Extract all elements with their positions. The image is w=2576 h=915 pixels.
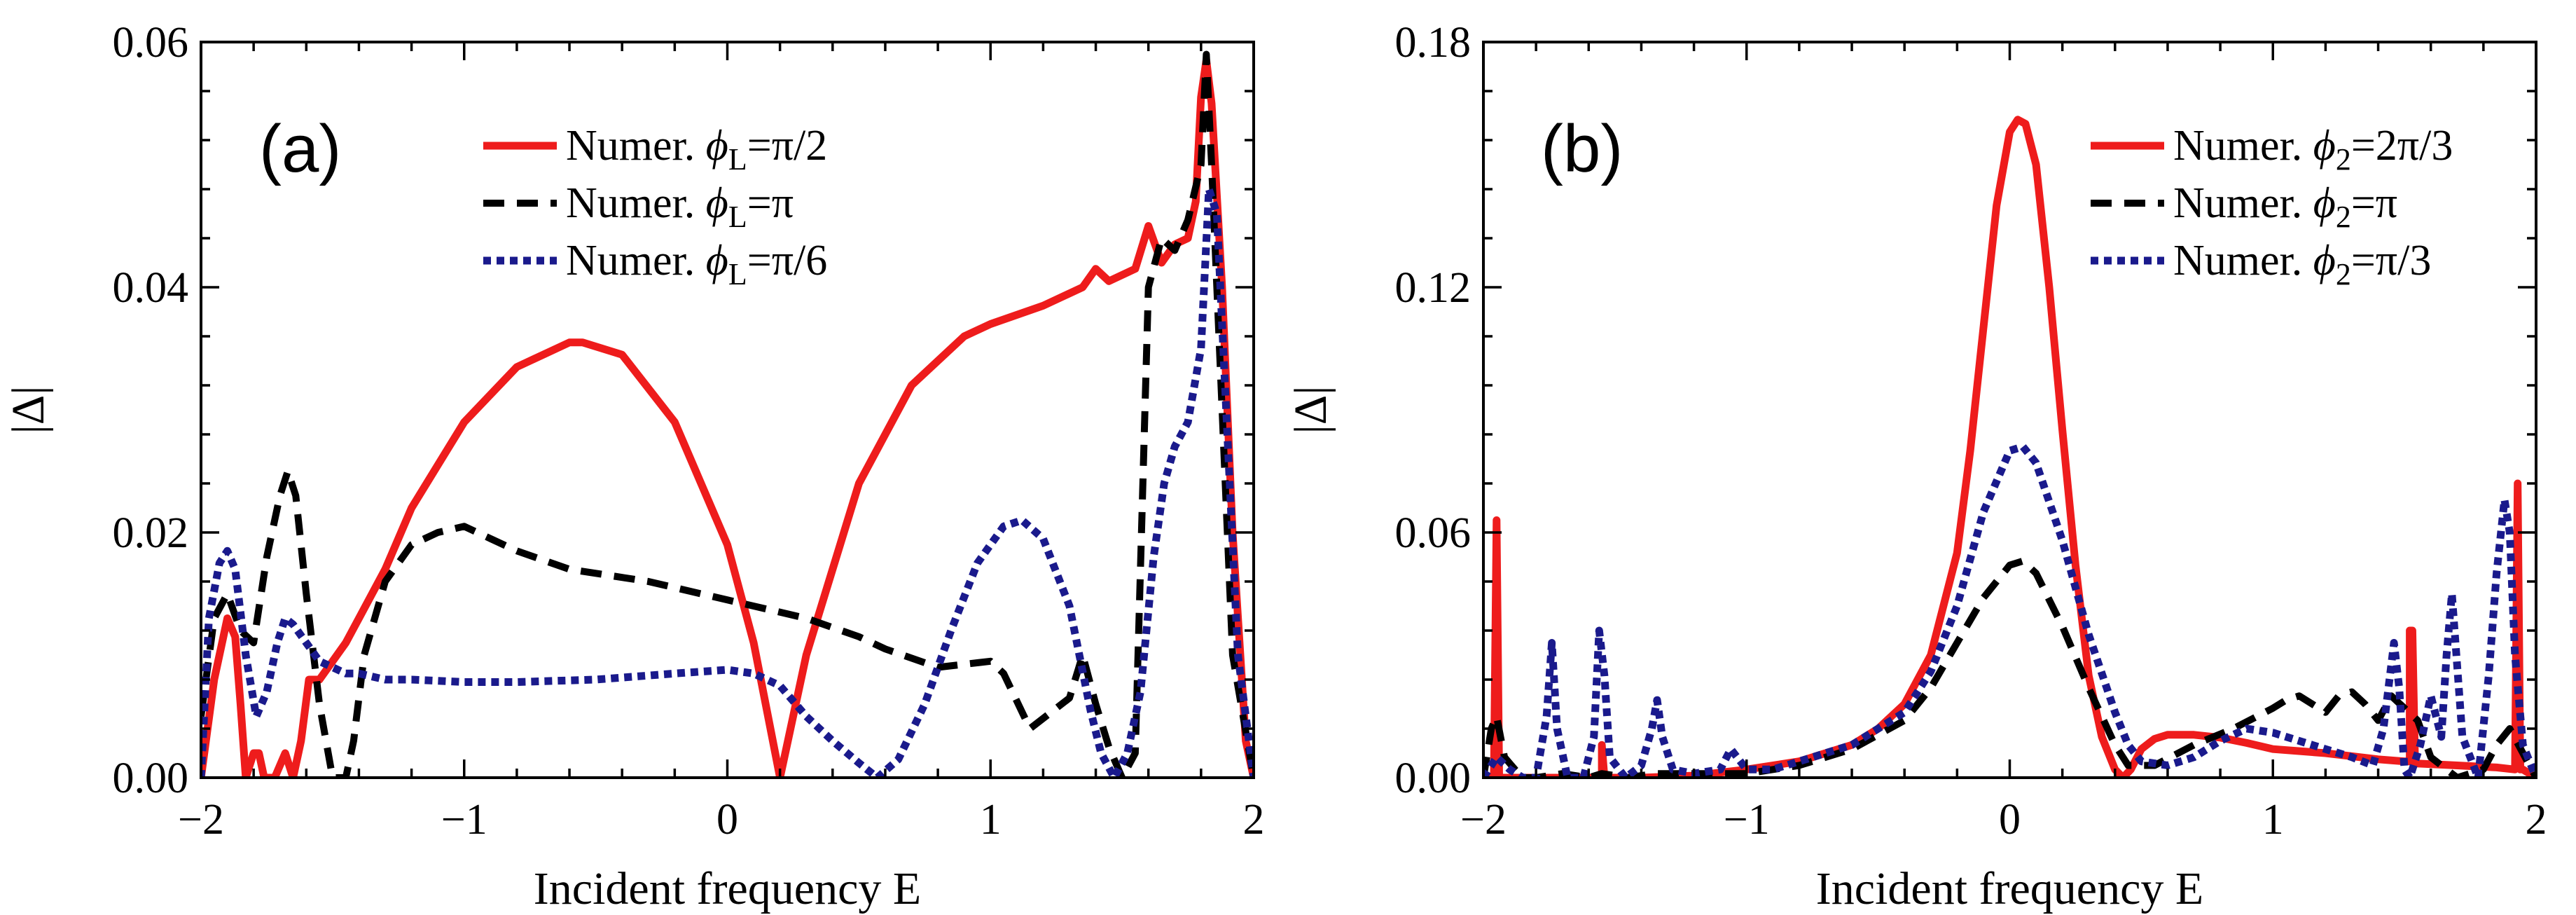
series-line-dashed [1483,557,2536,778]
plot-area [1483,116,2536,778]
x-tick-label: 1 [980,796,1002,844]
x-tick-label: −1 [441,796,487,844]
x-tick-label: −2 [1460,796,1507,844]
x-tick-label: −1 [1724,796,1770,844]
y-tick-label: 0.02 [113,509,189,557]
x-tick-label: −2 [178,796,224,844]
x-tick-label: 2 [1243,796,1265,844]
chart-panel-a: −2 −1 0 1 2 0.00 0.02 0.04 0.06 Incident frequenc… [3,19,1265,914]
legend-entry-label: Numer. ϕ2=2π/3 [2173,122,2453,177]
y-tick-label: 0.04 [113,264,189,312]
y-tick-label: 0.18 [1395,19,1471,67]
legend-entry-label: Numer. ϕL=π [566,179,794,234]
series-line-dashed [201,50,1254,778]
x-axis-label: Incident frequency E [534,863,921,914]
y-tick-label: 0.12 [1395,264,1471,312]
plot-area [201,50,1254,778]
series-line-dotted [201,185,1254,778]
chart-panel-b: −2 −1 0 1 2 0.00 0.06 0.12 0.18 Incident frequenc… [1285,19,2547,914]
x-tick-label: 1 [2262,796,2284,844]
legend-entry-label: Numer. ϕ2=π [2173,179,2397,234]
legend-entry-label: Numer. ϕ2=π/3 [2173,237,2431,291]
y-axis-label: |Δ| [3,386,54,434]
series-line-dotted [1483,443,2536,778]
x-tick-label: 0 [716,796,738,844]
x-axis-label: Incident frequency E [1816,863,2203,914]
series-line-solid [201,56,1254,778]
series-line-solid [1483,116,2536,778]
y-tick-label: 0.00 [113,755,189,802]
panel-label: (b) [1541,111,1623,186]
x-tick-label: 2 [2526,796,2547,844]
x-tick-label: 0 [1999,796,2021,844]
legend-entry-label: Numer. ϕL=π/2 [566,122,827,177]
y-tick-label: 0.00 [1395,755,1471,802]
legend-entry-label: Numer. ϕL=π/6 [566,237,827,291]
y-tick-label: 0.06 [1395,509,1471,557]
y-axis-label: |Δ| [1285,386,1336,434]
panel-label: (a) [259,111,341,186]
y-tick-label: 0.06 [113,19,189,67]
